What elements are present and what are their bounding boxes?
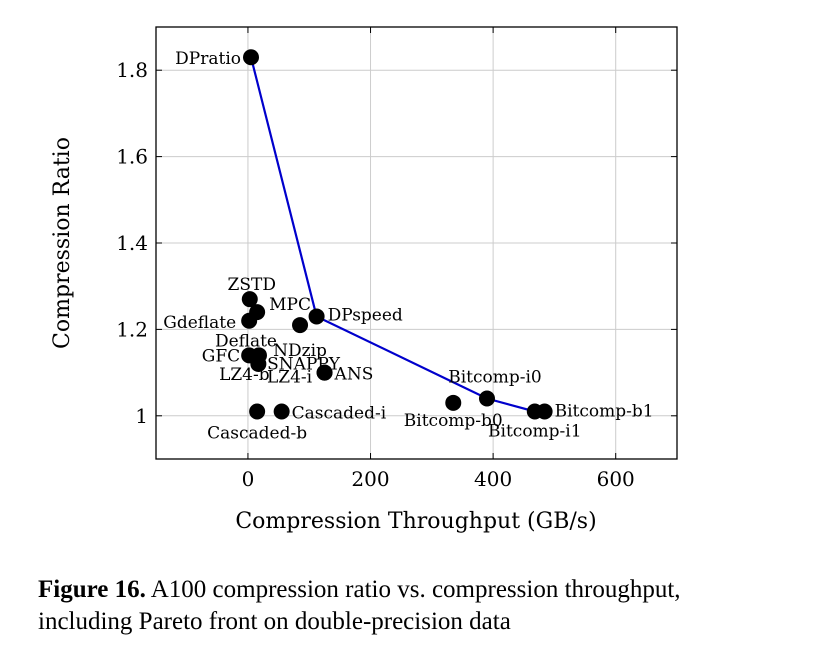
point-label: Gdeflate (163, 313, 236, 333)
point-label: LZ4-i (267, 368, 313, 388)
point-label: Cascaded-b (207, 423, 307, 443)
y-axis-title: Compression Ratio (50, 137, 75, 349)
data-point (273, 403, 290, 420)
point-label: ANS (334, 365, 374, 385)
data-point (478, 390, 495, 407)
point-label: NDzip (273, 341, 327, 361)
x-tick-label: 600 (597, 467, 635, 491)
point-label: DPspeed (328, 305, 403, 325)
point-label: MPC (269, 295, 311, 315)
point-label: GFC (202, 346, 240, 366)
point-label: Bitcomp-b0 (404, 411, 503, 431)
point-label: Cascaded-i (292, 403, 387, 423)
y-tick-label: 1 (135, 404, 148, 428)
data-point (292, 317, 309, 334)
y-tick-label: 1.8 (116, 58, 148, 82)
x-axis-title: Compression Throughput (GB/s) (235, 509, 596, 534)
data-point (316, 364, 333, 381)
y-tick-label: 1.2 (116, 317, 148, 341)
figure-label: Figure 16. (38, 576, 146, 603)
data-point (241, 312, 258, 329)
data-point (445, 394, 462, 411)
data-point (249, 403, 266, 420)
point-label: Bitcomp-i1 (488, 421, 582, 441)
x-tick-label: 400 (474, 467, 512, 491)
data-point (241, 291, 258, 308)
data-point (308, 308, 325, 325)
point-label: Bitcomp-i0 (448, 368, 542, 388)
point-label: ZSTD (228, 275, 276, 295)
x-tick-label: 200 (351, 467, 389, 491)
point-label: SNAPPY (267, 354, 341, 374)
point-label: Deflate (215, 331, 277, 351)
x-tick-label: 0 (242, 467, 255, 491)
y-tick-label: 1.6 (116, 145, 148, 169)
axis-ticks: 0 200 400 600 1 1.2 1.4 1.6 1.8 (116, 27, 677, 491)
data-point (250, 355, 267, 372)
data-points (241, 49, 553, 420)
point-label: LZ4-b (219, 365, 270, 385)
figure-caption-text: A100 compression ratio vs. compression t… (38, 576, 681, 635)
y-tick-label: 1.4 (116, 231, 148, 255)
data-point (243, 49, 260, 66)
figure-caption: Figure 16. A100 compression ratio vs. co… (38, 574, 698, 638)
point-label: DPratio (175, 49, 241, 69)
grid (156, 27, 677, 459)
data-point (536, 403, 553, 420)
point-label: Bitcomp-b1 (555, 401, 654, 421)
